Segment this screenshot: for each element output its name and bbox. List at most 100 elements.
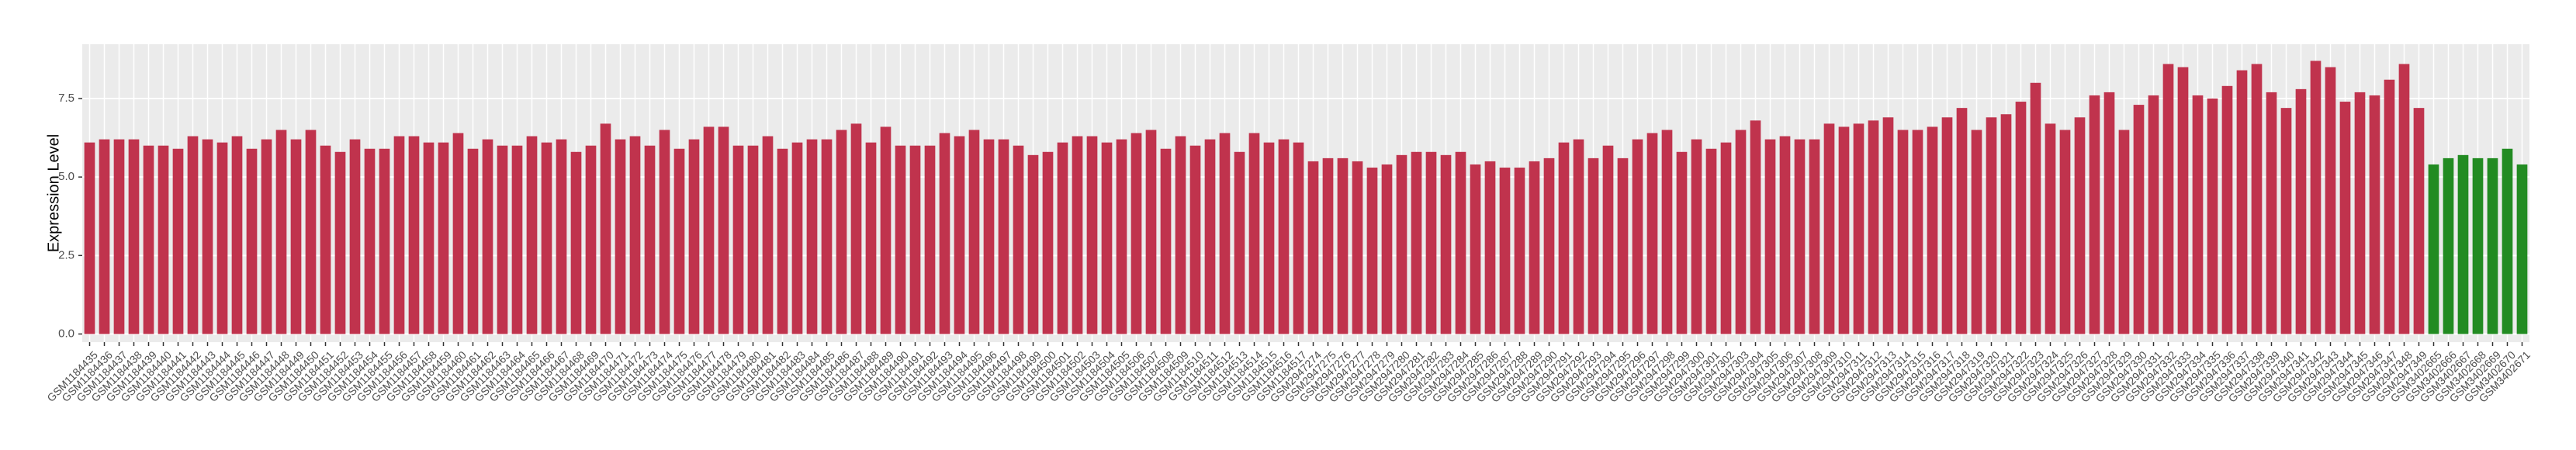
bar — [2103, 92, 2115, 334]
bar — [128, 139, 140, 334]
bar — [1514, 168, 1525, 334]
bar — [1632, 139, 1643, 334]
bar — [99, 139, 110, 334]
bar — [202, 139, 213, 334]
bar — [1573, 139, 1584, 334]
bar — [1986, 117, 1997, 334]
bar — [791, 142, 803, 334]
bar — [2089, 95, 2100, 334]
bar — [1941, 117, 1953, 334]
bar — [1720, 142, 1732, 334]
bar — [629, 136, 641, 334]
bar — [364, 148, 376, 334]
bar — [1927, 126, 1938, 334]
bar — [423, 142, 435, 334]
bar — [2236, 70, 2248, 334]
bar — [1189, 145, 1201, 334]
bar — [998, 139, 1009, 334]
bar — [349, 139, 361, 334]
bar — [2472, 158, 2484, 334]
bar — [688, 139, 700, 334]
bar — [1175, 136, 1186, 334]
bar — [1735, 130, 1747, 334]
bar — [703, 126, 715, 334]
y-tick-label: 0.0 — [58, 327, 74, 340]
panel — [82, 44, 2529, 342]
bar — [2251, 64, 2263, 334]
bar — [408, 136, 420, 334]
bar — [2502, 148, 2513, 334]
bar — [1145, 130, 1157, 334]
bar — [1425, 151, 1437, 334]
bar — [526, 136, 538, 334]
bar — [2413, 108, 2425, 334]
bar — [1484, 161, 1496, 334]
bar — [1160, 148, 1172, 334]
bar — [880, 126, 892, 334]
bar — [732, 145, 744, 334]
bar — [511, 145, 523, 334]
bar — [1411, 151, 1422, 334]
bar — [1764, 139, 1776, 334]
bar — [305, 130, 317, 334]
bar — [747, 145, 759, 334]
bar — [1499, 168, 1511, 334]
bar — [1057, 142, 1068, 334]
y-tick-label: 2.5 — [58, 248, 74, 261]
bar — [673, 148, 685, 334]
bar — [1072, 136, 1083, 334]
bar — [246, 148, 258, 334]
bar — [497, 145, 508, 334]
bar — [2148, 95, 2159, 334]
bar — [1971, 130, 1982, 334]
bar — [2266, 92, 2277, 334]
bar — [2015, 102, 2027, 334]
bar — [659, 130, 670, 334]
bar — [1882, 117, 1894, 334]
bar — [1366, 168, 1378, 334]
bar — [231, 136, 243, 334]
bar — [762, 136, 774, 334]
bar — [718, 126, 729, 334]
bar — [1130, 133, 1142, 334]
bar — [452, 133, 464, 334]
bar — [1543, 158, 1555, 334]
bar — [954, 136, 965, 334]
bar — [909, 145, 921, 334]
bar — [2059, 130, 2071, 334]
y-tick-label: 7.5 — [58, 92, 74, 105]
bar — [1337, 158, 1349, 334]
bar — [2310, 61, 2322, 334]
bar — [1293, 142, 1304, 334]
bar — [379, 148, 390, 334]
bar — [1602, 145, 1614, 334]
bar — [1204, 139, 1216, 334]
bar — [821, 139, 833, 334]
bar — [644, 145, 656, 334]
bar — [2133, 105, 2145, 334]
bar — [2030, 82, 2041, 334]
bar — [216, 142, 228, 334]
bar — [585, 145, 597, 334]
bar — [2207, 99, 2218, 334]
bar — [334, 151, 346, 334]
bar — [2384, 79, 2395, 334]
bar — [1219, 133, 1231, 334]
bar — [1779, 136, 1791, 334]
bar — [320, 145, 331, 334]
y-tick-label: 5.0 — [58, 170, 74, 183]
bar — [1381, 164, 1393, 334]
bar — [2339, 102, 2351, 334]
bar — [143, 145, 154, 334]
bar — [1013, 145, 1024, 334]
bar — [2192, 95, 2204, 334]
bar — [1868, 120, 1879, 334]
bar — [2457, 154, 2469, 334]
bar — [1322, 158, 1334, 334]
bar — [2295, 88, 2307, 334]
bar — [1558, 142, 1570, 334]
bar — [1027, 154, 1039, 334]
bar — [895, 145, 906, 334]
bar — [2428, 164, 2439, 334]
